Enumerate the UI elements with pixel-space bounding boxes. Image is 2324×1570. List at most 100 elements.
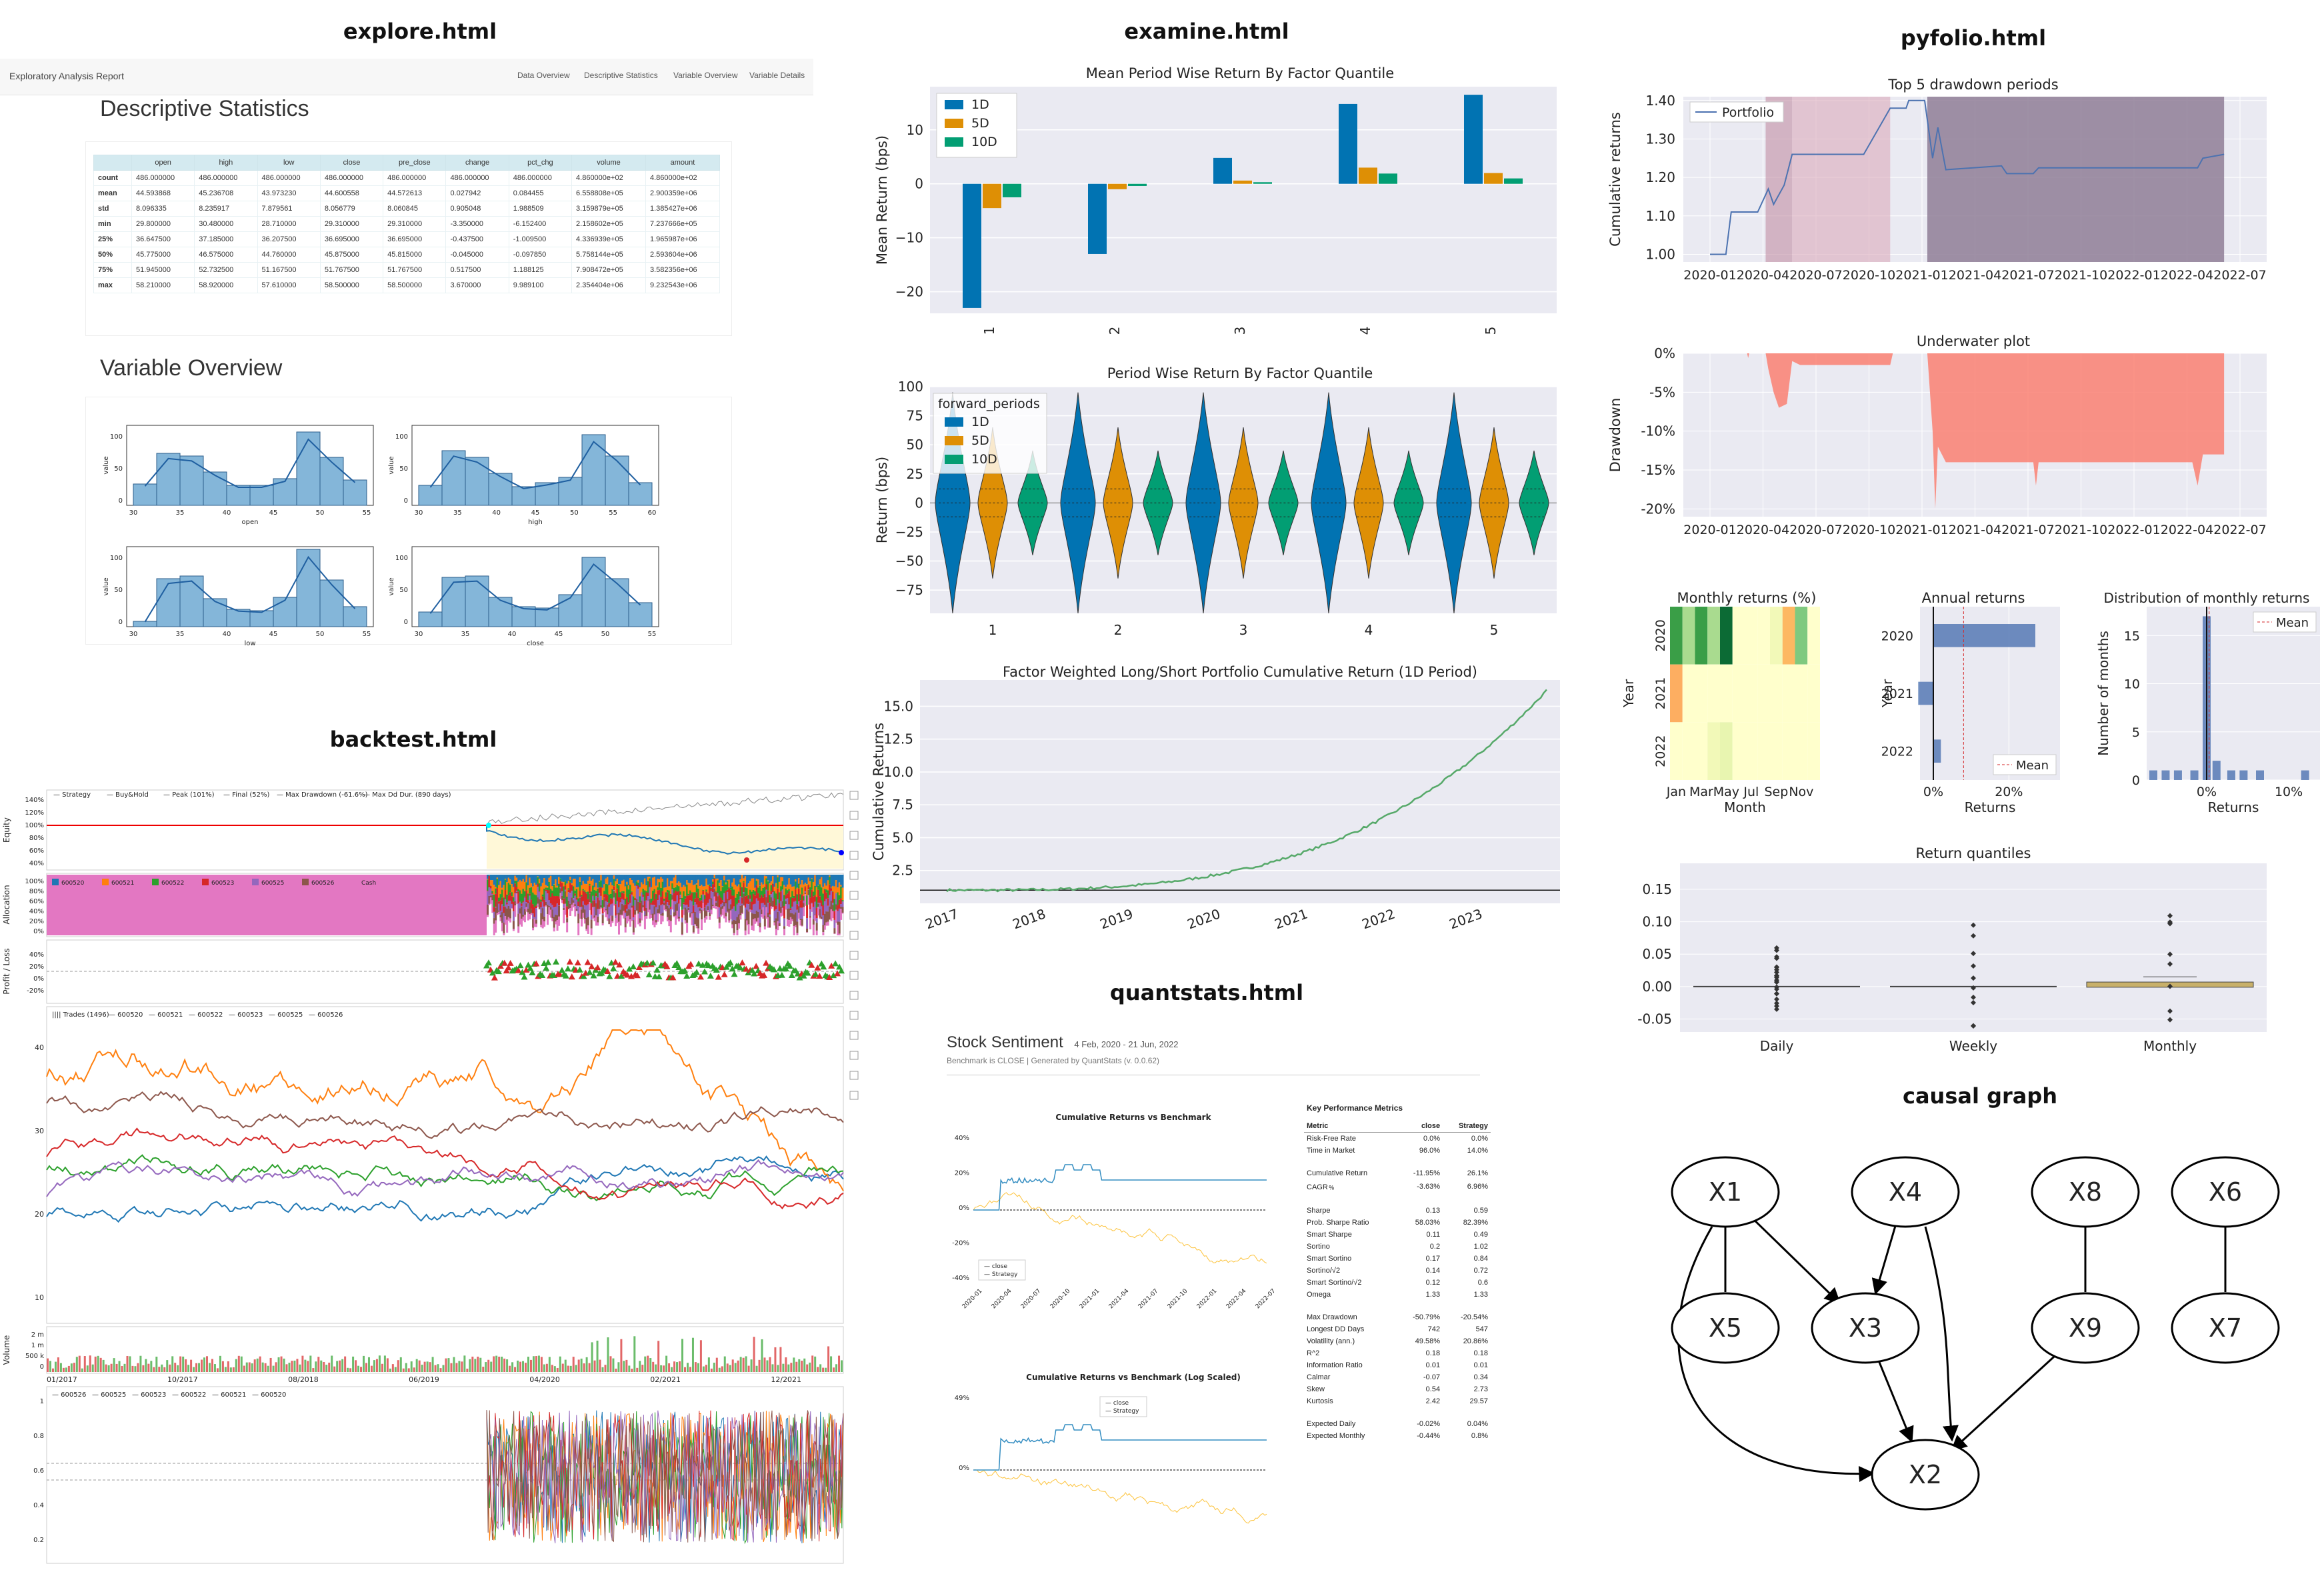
dist-bar bbox=[2173, 770, 2182, 780]
trade-marker bbox=[629, 963, 637, 970]
volume-bar bbox=[583, 1363, 585, 1372]
alloc-slice bbox=[657, 890, 659, 901]
alloc-slice bbox=[627, 904, 630, 909]
alloc-slice bbox=[658, 905, 661, 913]
alloc-slice bbox=[652, 875, 655, 878]
cum-line bbox=[946, 689, 1547, 893]
nav-descriptive-statistics[interactable]: Descriptive Statistics bbox=[584, 71, 658, 80]
alloc-slice bbox=[493, 911, 495, 919]
alloc-slice bbox=[791, 875, 794, 887]
equity-ylabel: Equity bbox=[2, 817, 11, 843]
alloc-slice bbox=[823, 925, 826, 930]
alloc-slice bbox=[624, 899, 627, 905]
alloc-slice bbox=[725, 884, 727, 891]
kpm-cell: Longest DD Days bbox=[1307, 1325, 1365, 1333]
nav-data-overview[interactable]: Data Overview bbox=[517, 71, 570, 80]
nav-variable-overview[interactable]: Variable Overview bbox=[673, 71, 738, 80]
alloc-slice bbox=[791, 891, 794, 898]
volume-bar bbox=[381, 1363, 383, 1372]
alloc-slice bbox=[515, 877, 518, 881]
qs-x-tick: 2021-10 bbox=[1167, 1288, 1189, 1311]
volume-bar bbox=[232, 1367, 235, 1372]
table-header-cell: low bbox=[257, 155, 321, 171]
alloc-slice bbox=[587, 917, 589, 925]
alloc-slice bbox=[617, 912, 620, 922]
kpm-group-gap bbox=[1304, 1407, 1491, 1418]
hist-bar bbox=[581, 557, 606, 627]
dist-bar bbox=[2256, 770, 2264, 780]
alloc-slice bbox=[617, 883, 620, 885]
alloc-slice bbox=[741, 905, 743, 913]
hist-bar bbox=[179, 455, 204, 506]
volume-bar bbox=[221, 1361, 224, 1372]
alloc-slice bbox=[726, 911, 729, 913]
alloc-slice bbox=[585, 884, 588, 893]
alloc-slice bbox=[729, 904, 732, 911]
alloc-slice bbox=[525, 901, 528, 904]
y-tick: 0.15 bbox=[1642, 881, 1672, 897]
volume-bar bbox=[798, 1359, 801, 1372]
alloc-slice bbox=[757, 912, 760, 918]
alloc-slice bbox=[616, 879, 619, 884]
alloc-slice bbox=[489, 885, 492, 886]
volume-bar bbox=[511, 1362, 514, 1372]
alloc-slice bbox=[535, 905, 537, 909]
alloc-slice bbox=[629, 919, 631, 927]
alloc-slice bbox=[673, 887, 675, 893]
alloc-slice bbox=[555, 875, 557, 880]
causal-section-title: causal graph bbox=[1902, 1083, 2058, 1109]
alloc-slice bbox=[530, 883, 533, 887]
explore-brand[interactable]: Exploratory Analysis Report bbox=[9, 71, 124, 81]
table-cell: 9.232543e+06 bbox=[645, 277, 721, 293]
hist-x-tick: 30 bbox=[415, 509, 423, 517]
edge-X1-X2 bbox=[1677, 1226, 1875, 1482]
alloc-slice bbox=[707, 885, 709, 893]
y-axis-label: Mean Return (bps) bbox=[874, 135, 890, 265]
heatmap-cell bbox=[1745, 722, 1758, 780]
nav-variable-details[interactable]: Variable Details bbox=[749, 71, 805, 80]
alloc-slice bbox=[702, 891, 705, 895]
alloc-legend-label: 600521 bbox=[111, 880, 134, 887]
alloc-slice bbox=[601, 887, 604, 901]
alloc-slice bbox=[639, 912, 641, 919]
alloc-slice bbox=[709, 899, 711, 913]
alloc-slice bbox=[684, 907, 687, 921]
alloc-slice bbox=[759, 909, 761, 923]
alloc-slice bbox=[731, 875, 734, 883]
alloc-slice bbox=[737, 884, 740, 892]
outlier bbox=[2167, 1017, 2173, 1023]
alloc-slice bbox=[735, 920, 737, 925]
volume-bar bbox=[423, 1361, 426, 1372]
legend-title: forward_periods bbox=[938, 397, 1040, 411]
alloc-slice bbox=[799, 900, 802, 908]
alloc-slice bbox=[652, 891, 655, 901]
alloc-slice bbox=[736, 917, 739, 931]
alloc-slice bbox=[675, 915, 677, 925]
alloc-slice bbox=[797, 913, 800, 919]
alloc-slice bbox=[838, 895, 841, 900]
outlier bbox=[1971, 999, 1976, 1005]
qs-x-tick: 2022-07 bbox=[1255, 1288, 1277, 1311]
outlier bbox=[1774, 1006, 1779, 1012]
alloc-slice bbox=[563, 875, 565, 883]
outlier bbox=[1971, 985, 1976, 991]
alloc-slice bbox=[535, 885, 537, 895]
alloc-slice bbox=[815, 887, 818, 897]
alloc-slice bbox=[488, 903, 491, 905]
volume-bar bbox=[185, 1359, 187, 1372]
x-tick: 5 bbox=[1483, 327, 1499, 335]
kpm-cell: 1.02 bbox=[1473, 1243, 1488, 1251]
qs-strategy-line bbox=[973, 1424, 1267, 1471]
alloc-slice bbox=[811, 889, 813, 903]
volume-bar bbox=[402, 1368, 405, 1372]
indicator-tick: 0.6 bbox=[33, 1467, 44, 1475]
alloc-slice bbox=[564, 875, 567, 881]
alloc-slice bbox=[615, 881, 617, 893]
kpm-gap-cell bbox=[1304, 1157, 1491, 1167]
alloc-slice bbox=[589, 875, 591, 877]
alloc-slice bbox=[532, 886, 535, 893]
hist-bar bbox=[179, 575, 204, 627]
alloc-slice bbox=[673, 901, 675, 913]
